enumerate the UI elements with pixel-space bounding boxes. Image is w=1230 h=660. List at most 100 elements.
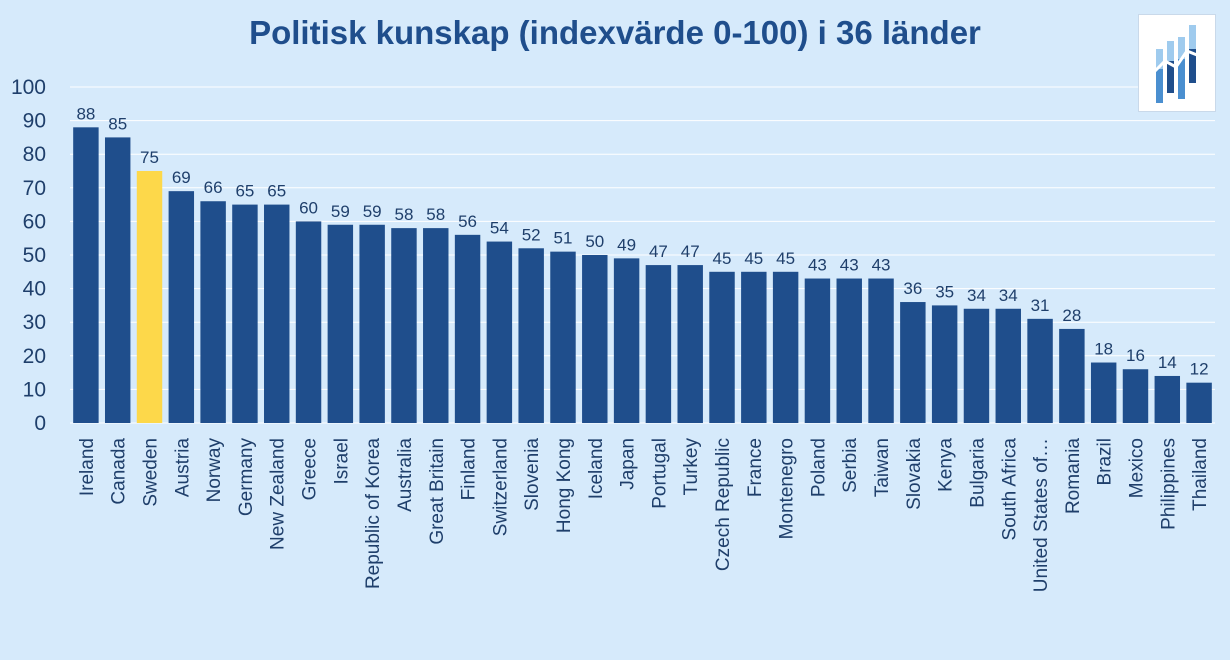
bar xyxy=(1186,382,1212,423)
bar xyxy=(868,278,894,423)
x-tick-label: South Africa xyxy=(999,438,1020,541)
bar xyxy=(168,191,195,423)
x-tick-label: Hong Kong xyxy=(554,438,575,533)
data-label: 16 xyxy=(1126,346,1145,365)
data-label: 43 xyxy=(808,256,827,275)
data-label: 75 xyxy=(140,148,159,167)
bar xyxy=(136,171,163,423)
x-tick-label: Romania xyxy=(1063,438,1084,514)
bar xyxy=(327,224,354,423)
y-tick-label: 40 xyxy=(23,278,46,301)
bar xyxy=(1059,328,1085,423)
x-tick-label: France xyxy=(745,438,766,497)
bar xyxy=(1154,375,1181,423)
x-tick-label: Greece xyxy=(300,438,321,500)
data-label: 31 xyxy=(1031,296,1050,315)
bar xyxy=(454,234,481,423)
x-tick-label: Brazil xyxy=(1095,438,1116,486)
bar xyxy=(423,228,449,423)
x-tick-label: Czech Republic xyxy=(713,438,734,571)
x-tick-label: Taiwan xyxy=(872,438,893,497)
bars xyxy=(73,127,1212,423)
x-tick-label: Slovakia xyxy=(904,438,925,510)
data-label: 18 xyxy=(1094,340,1113,359)
data-label: 28 xyxy=(1062,306,1081,325)
data-label: 58 xyxy=(394,205,413,224)
x-tick-label: Austria xyxy=(172,438,193,498)
data-label: 60 xyxy=(299,198,318,217)
data-label: 50 xyxy=(585,232,604,251)
bar xyxy=(963,308,990,423)
data-label: 51 xyxy=(554,229,573,248)
y-tick-label: 0 xyxy=(34,412,46,435)
data-label: 65 xyxy=(267,182,286,201)
y-tick-label: 80 xyxy=(23,143,46,166)
x-tick-label: Canada xyxy=(109,438,130,505)
data-label: 34 xyxy=(967,286,986,305)
x-tick-label: Great Britain xyxy=(427,438,448,545)
x-tick-label: Serbia xyxy=(840,438,861,493)
x-tick-label: Philippines xyxy=(1158,438,1179,530)
gridlines xyxy=(70,86,1215,424)
x-tick-label: United States of… xyxy=(1031,438,1052,592)
chart-title: Politisk kunskap (indexvärde 0-100) i 36… xyxy=(249,14,981,51)
data-label: 52 xyxy=(522,225,541,244)
value-labels: 88 85 75 69 66 65 65 60 59 59 58 58 56 54 52 51 50 49 47 47… xyxy=(76,104,1208,378)
data-label: 45 xyxy=(713,249,732,268)
y-tick-label: 20 xyxy=(23,345,46,368)
x-tick-label: New Zealand xyxy=(268,438,289,550)
data-label: 45 xyxy=(744,249,763,268)
x-tick-label: Sweden xyxy=(141,438,162,507)
y-tick-label: 50 xyxy=(23,244,46,267)
bar xyxy=(804,278,831,423)
bar xyxy=(264,204,290,423)
y-tick-label: 10 xyxy=(23,378,46,401)
bar xyxy=(582,255,608,423)
data-label: 59 xyxy=(331,202,350,221)
data-label: 56 xyxy=(458,212,477,231)
x-tick-label: Israel xyxy=(331,438,352,484)
bar xyxy=(741,271,767,423)
data-label: 35 xyxy=(935,282,954,301)
bar xyxy=(1027,318,1053,423)
bar xyxy=(391,228,417,423)
bar xyxy=(232,204,258,423)
bar xyxy=(359,224,385,423)
x-tick-label: Montenegro xyxy=(777,438,798,539)
bar xyxy=(931,305,958,423)
y-tick-label: 100 xyxy=(11,76,46,99)
x-tick-label: Republic of Korea xyxy=(363,438,384,589)
y-tick-label: 90 xyxy=(23,110,46,133)
x-tick-label: Kenya xyxy=(936,438,957,492)
x-tick-label: Bulgaria xyxy=(967,438,988,508)
data-label: 14 xyxy=(1158,353,1177,372)
y-tick-label: 70 xyxy=(23,177,46,200)
data-label: 49 xyxy=(617,235,636,254)
bar xyxy=(518,248,544,423)
x-tick-label: Iceland xyxy=(586,438,607,499)
bar xyxy=(709,271,735,423)
x-tick-label: Switzerland xyxy=(490,438,511,536)
data-label: 34 xyxy=(999,286,1018,305)
bar xyxy=(900,302,926,423)
x-tick-label: Japan xyxy=(618,438,639,490)
x-tick-label: Finland xyxy=(459,438,480,500)
x-tick-label: Germany xyxy=(236,438,257,517)
data-label: 47 xyxy=(681,242,700,261)
bar xyxy=(295,221,322,423)
x-tick-label: Poland xyxy=(808,438,829,497)
data-label: 59 xyxy=(363,202,382,221)
x-tick-label: Portugal xyxy=(649,438,670,509)
bar xyxy=(613,258,640,423)
data-label: 65 xyxy=(235,182,254,201)
data-label: 58 xyxy=(426,205,445,224)
bar xyxy=(1090,362,1117,423)
data-label: 88 xyxy=(76,104,95,123)
data-label: 12 xyxy=(1190,360,1209,379)
data-label: 66 xyxy=(204,178,223,197)
bar xyxy=(836,278,862,423)
data-label: 54 xyxy=(490,219,509,238)
x-tick-label: Thailand xyxy=(1190,438,1211,511)
data-label: 43 xyxy=(840,256,859,275)
